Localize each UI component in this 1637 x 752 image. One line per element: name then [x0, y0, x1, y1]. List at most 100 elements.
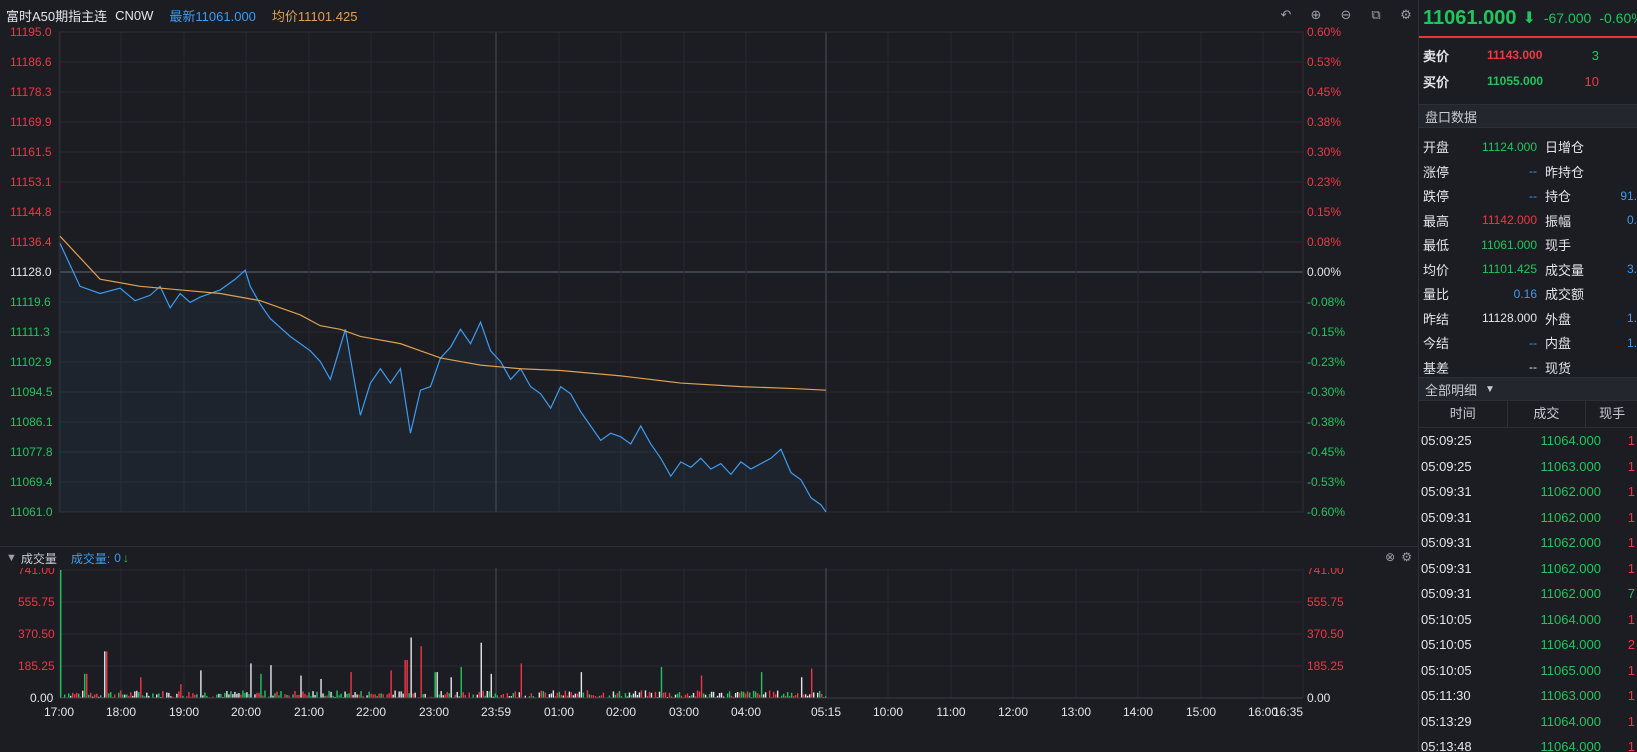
trade-time: 05:09:25: [1421, 433, 1472, 449]
collapse-icon[interactable]: ▼: [6, 552, 17, 564]
col-price[interactable]: 成交: [1508, 401, 1587, 427]
chevron-down-icon: ▼: [1485, 383, 1495, 395]
trade-row[interactable]: 05:09:31 11062.000 1: [1419, 479, 1637, 505]
undo-icon[interactable]: ↶: [1280, 7, 1292, 22]
trade-row[interactable]: 05:13:29 11064.000 1: [1419, 709, 1637, 735]
volume-bar: [548, 694, 551, 698]
price-chart[interactable]: 11195.0 0.60% 11186.6 0.53% 11178.3 0.45% 1116…: [0, 0, 1418, 546]
volume-bar: [448, 693, 450, 698]
trade-row[interactable]: 05:09:25 11064.000 1: [1419, 428, 1637, 454]
volume-bar: [130, 692, 132, 698]
trade-row[interactable]: 05:10:05 11064.000 2: [1419, 632, 1637, 658]
volume-bar: [296, 694, 298, 698]
stat-value: 0.16: [1513, 286, 1537, 301]
panel-settings-icon[interactable]: ⚙: [1401, 550, 1412, 564]
volume-bar: [182, 695, 184, 698]
trade-row[interactable]: 05:09:31 11062.000 1: [1419, 530, 1637, 556]
volume-bar: [224, 692, 226, 698]
y-left-tick-label: 11094.5: [10, 385, 53, 399]
stat-label: 昨持仓: [1545, 164, 1585, 180]
volume-bar: [476, 694, 478, 698]
col-time[interactable]: 时间: [1419, 401, 1508, 427]
volume-bar: [92, 696, 94, 698]
trade-time: 05:10:05: [1421, 611, 1472, 627]
x-tick-label: 21:00: [294, 705, 324, 719]
volume-bar: [680, 695, 683, 698]
close-panel-icon[interactable]: ⊗: [1385, 550, 1396, 564]
volume-header: ▼ 成交量 成交量: 0 ↓ ⊗ ⚙: [0, 546, 1418, 569]
trade-row[interactable]: 05:09:25 11063.000 1: [1419, 454, 1637, 480]
volume-bar: [786, 692, 789, 698]
zoom-in-icon[interactable]: ⊕: [1310, 7, 1322, 22]
volume-bar: [640, 690, 643, 698]
volume-bar: [510, 696, 512, 698]
price-change: -67.000: [1543, 10, 1592, 26]
settings-icon[interactable]: ⚙: [1400, 7, 1412, 22]
volume-y-tick-label: 0.00: [30, 691, 54, 705]
trade-row[interactable]: 05:09:31 11062.000 1: [1419, 505, 1637, 531]
volume-bar: [300, 675, 302, 698]
volume-bar: [762, 694, 765, 698]
volume-bar: [612, 691, 615, 698]
volume-bar: [260, 673, 262, 698]
trade-volume: 1: [1627, 739, 1635, 752]
volume-bar: [106, 651, 108, 698]
volume-bar: [644, 690, 647, 698]
volume-bar: [528, 696, 531, 698]
trade-price: 11062.000: [1540, 509, 1602, 525]
volume-bar: [368, 691, 370, 698]
screenshot-icon[interactable]: ⧉: [1371, 7, 1381, 22]
volume-chart[interactable]: 741.00 741.00 555.75 555.75 370.50 370.50 185.…: [0, 568, 1418, 752]
trade-row[interactable]: 05:11:30 11063.000 1: [1419, 683, 1637, 709]
stat-row: 基差 -- 现货: [1423, 355, 1637, 380]
chart-area[interactable]: 富时A50期指主连 CN0W 最新11061.000 均价11101.425 ↶…: [0, 0, 1418, 752]
volume-bar: [574, 693, 577, 698]
trade-price: 11063.000: [1540, 458, 1602, 474]
trade-price: 11064.000: [1540, 739, 1602, 752]
volume-label: 成交量:: [70, 551, 111, 566]
stat-label: 现手: [1545, 238, 1572, 253]
y-right-tick-label: -0.30%: [1307, 385, 1345, 399]
trade-time: 05:13:48: [1421, 739, 1472, 752]
volume-bar: [218, 693, 220, 698]
volume-bar: [788, 696, 791, 698]
volume-bar: [148, 695, 150, 698]
trade-row[interactable]: 05:09:31 11062.000 7: [1419, 581, 1637, 607]
trade-list[interactable]: 05:09:25 11064.000 1 05:09:25 11063.000 1 05:0…: [1419, 428, 1637, 752]
y-right-tick-label: -0.23%: [1307, 355, 1345, 369]
volume-bar: [60, 570, 62, 698]
volume-bar: [630, 695, 633, 698]
market-data-title: 盘口数据: [1419, 104, 1637, 128]
col-volume[interactable]: 现手: [1599, 406, 1626, 421]
trade-volume: 1: [1627, 535, 1635, 551]
trade-row[interactable]: 05:13:48 11064.000 1: [1419, 734, 1637, 752]
volume-bar: [434, 672, 436, 698]
stat-label: 均价: [1423, 262, 1450, 278]
volume-bar: [748, 692, 751, 698]
volume-bar: [314, 695, 316, 698]
trade-row[interactable]: 05:10:05 11064.000 1: [1419, 607, 1637, 633]
zoom-out-icon[interactable]: ⊖: [1340, 7, 1352, 22]
detail-dropdown[interactable]: 全部明细 ▼: [1419, 377, 1637, 401]
volume-bar: [530, 693, 533, 698]
volume-bar: [78, 693, 80, 698]
volume-bar: [94, 694, 96, 698]
volume-bar: [576, 693, 579, 698]
trade-row[interactable]: 05:10:05 11065.000 1: [1419, 658, 1637, 684]
volume-bar: [718, 693, 721, 698]
volume-bar: [108, 693, 110, 698]
volume-bar: [312, 691, 314, 698]
volume-bar: [492, 696, 494, 698]
trade-price: 11065.000: [1540, 662, 1602, 678]
volume-bar: [338, 695, 340, 698]
trade-volume: 1: [1627, 611, 1635, 627]
trade-row[interactable]: 05:09:31 11062.000 1: [1419, 556, 1637, 582]
volume-bar: [274, 693, 276, 698]
volume-bar: [706, 696, 709, 698]
volume-bar: [414, 692, 416, 698]
x-tick-label: 13:00: [1061, 705, 1091, 719]
volume-bar: [698, 691, 701, 698]
volume-bar: [188, 691, 190, 698]
volume-bar: [118, 692, 120, 698]
trade-price: 11062.000: [1540, 484, 1602, 500]
